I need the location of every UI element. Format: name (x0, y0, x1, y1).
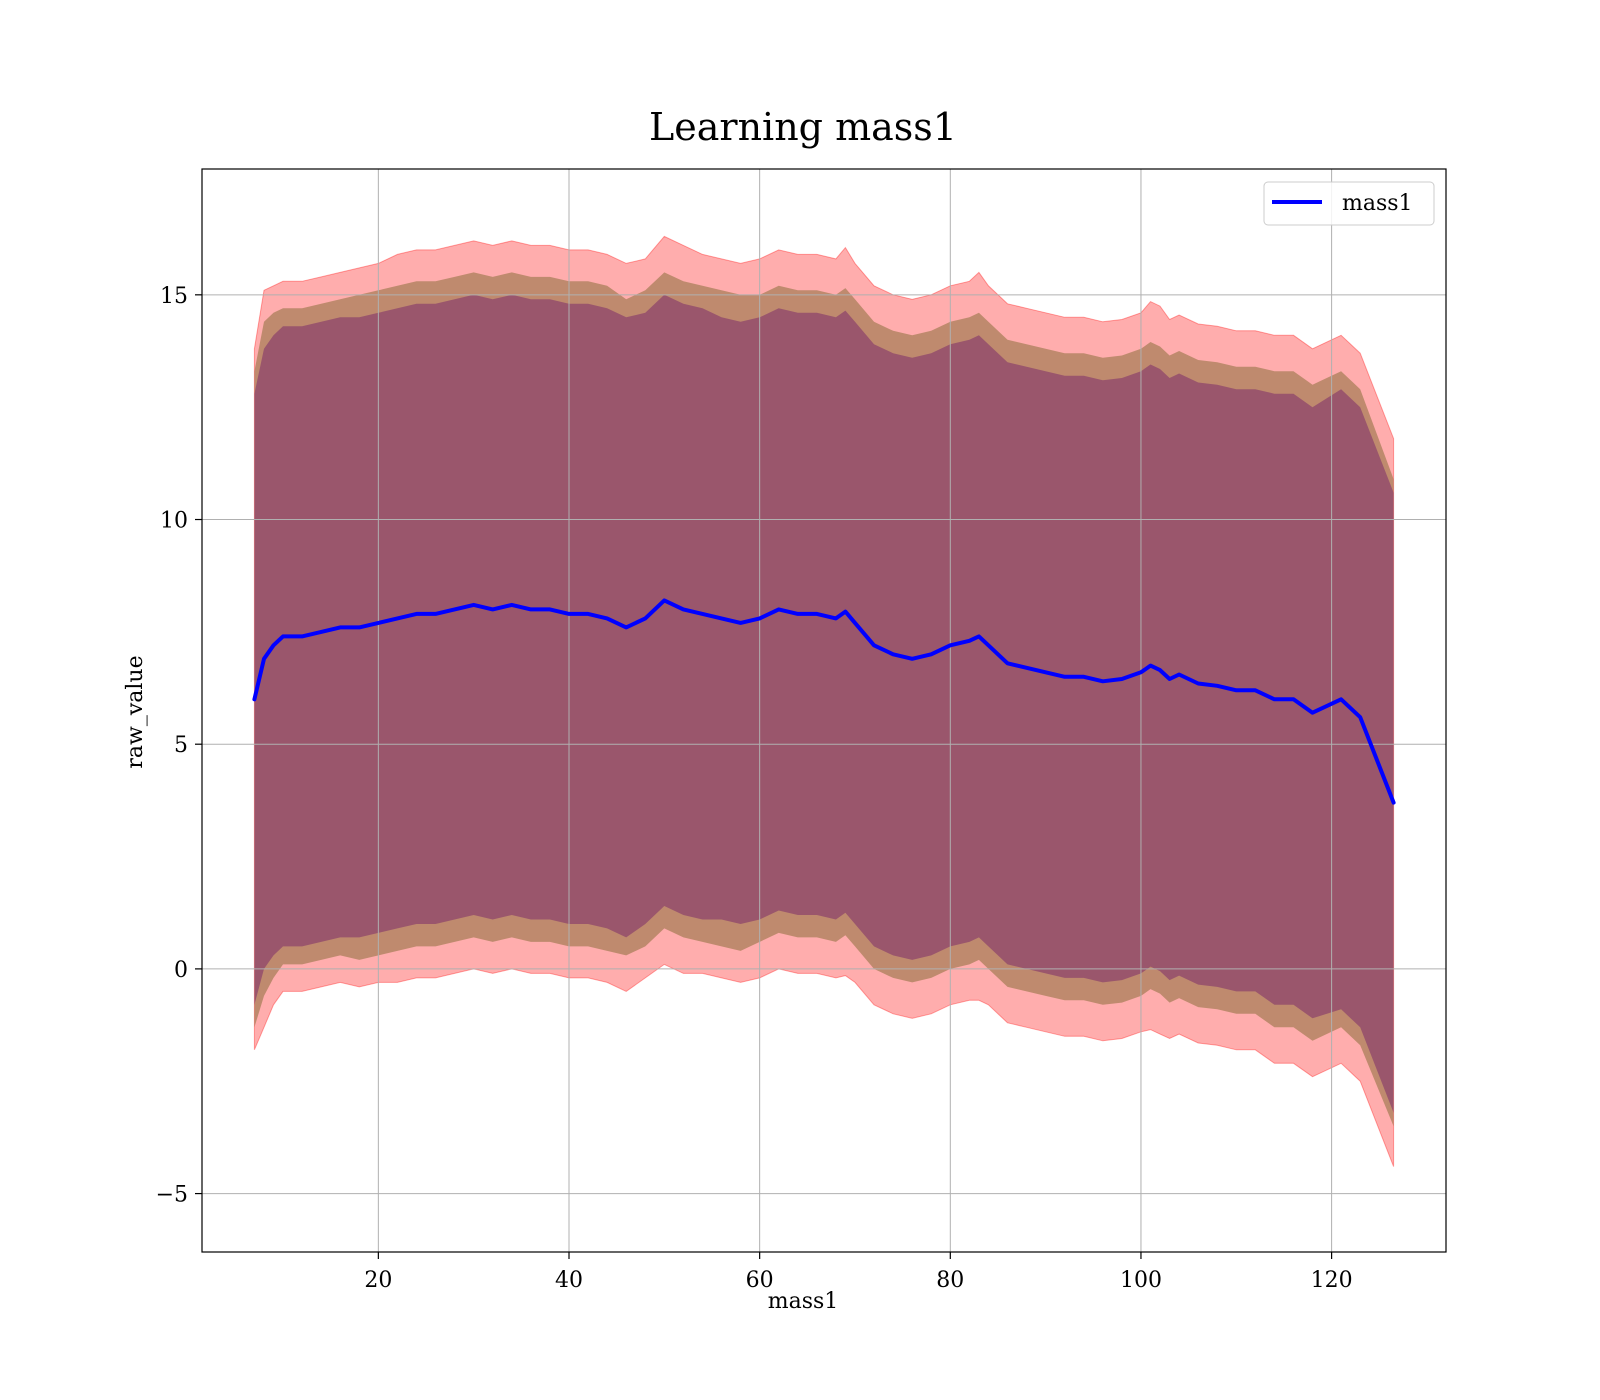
x-tick-label: 60 (746, 1268, 774, 1293)
y-axis-label: raw_value (123, 655, 148, 768)
legend: mass1 (1263, 181, 1435, 226)
legend-box (1263, 181, 1435, 226)
x-tick-label: 120 (1311, 1268, 1353, 1293)
x-tick-label: 40 (555, 1268, 583, 1293)
plot-area: 20 40 60 80 100 120 −5 0 5 10 15 (156, 168, 1447, 1293)
legend-entry-mass1: mass1 (1342, 191, 1413, 216)
y-tick-label: 5 (174, 733, 188, 758)
series-line-mass1 (252, 598, 1396, 805)
y-tick-label: 0 (174, 958, 188, 983)
chart-title: Learning mass1 (649, 105, 957, 149)
x-axis-label: mass1 (768, 1289, 839, 1314)
y-tick-label: 10 (160, 509, 188, 534)
plot-frame (201, 168, 1447, 1253)
y-tick-label: −5 (156, 1183, 188, 1208)
x-tick-label: 20 (364, 1268, 392, 1293)
x-tick-label: 100 (1120, 1268, 1162, 1293)
x-tick-label: 80 (936, 1268, 964, 1293)
y-tick-label: 15 (160, 284, 188, 309)
inner-band (254, 294, 1394, 1113)
